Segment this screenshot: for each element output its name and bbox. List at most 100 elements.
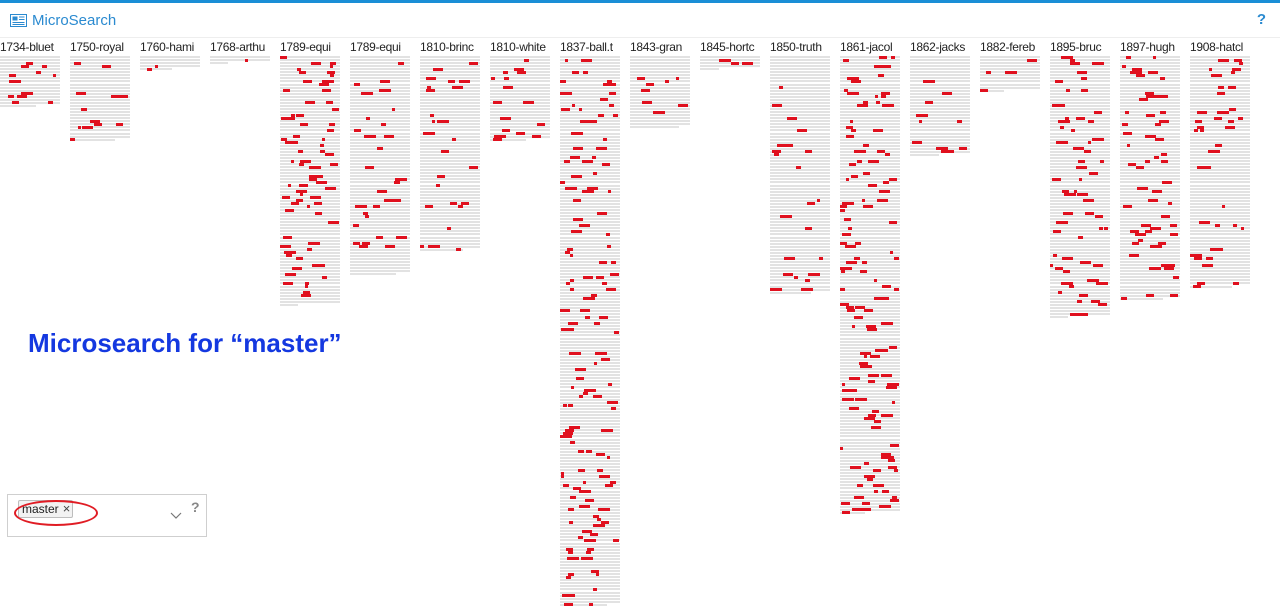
search-hit-marker[interactable] [598, 508, 610, 512]
search-hit-marker[interactable] [1157, 95, 1168, 99]
search-hit-marker[interactable] [912, 141, 922, 145]
search-hit-marker[interactable] [1155, 122, 1161, 126]
search-hit-marker[interactable] [593, 395, 602, 399]
search-hit-marker[interactable] [285, 272, 296, 276]
search-hit-marker[interactable] [319, 263, 325, 267]
search-hit-marker[interactable] [147, 67, 152, 71]
search-hit-marker[interactable] [846, 260, 857, 264]
search-hit-marker[interactable] [437, 174, 445, 178]
search-hit-marker[interactable] [568, 321, 578, 325]
search-hit-marker[interactable] [1145, 229, 1152, 233]
search-hit-marker[interactable] [327, 128, 334, 132]
search-hit-marker[interactable] [425, 205, 433, 209]
search-hit-marker[interactable] [322, 79, 334, 83]
search-hit-marker[interactable] [879, 55, 887, 59]
search-hit-marker[interactable] [819, 257, 823, 261]
search-hit-marker[interactable] [873, 184, 877, 188]
search-hit-marker[interactable] [303, 79, 312, 83]
search-hit-marker[interactable] [1214, 116, 1222, 120]
search-hit-marker[interactable] [573, 217, 583, 221]
search-hit-marker[interactable] [1170, 223, 1177, 227]
search-hit-marker[interactable] [890, 444, 899, 448]
search-hit-marker[interactable] [1195, 119, 1202, 123]
search-hit-marker[interactable] [563, 404, 567, 408]
search-hit-marker[interactable] [1148, 70, 1158, 74]
document-title[interactable]: 1843-gran [630, 40, 683, 54]
search-hit-marker[interactable] [593, 514, 599, 518]
search-hit-marker[interactable] [560, 434, 572, 438]
search-hit-marker[interactable] [298, 150, 303, 154]
search-hit-marker[interactable] [459, 79, 470, 83]
search-hit-marker[interactable] [282, 196, 290, 200]
search-hit-marker[interactable] [854, 257, 860, 261]
search-hit-marker[interactable] [1077, 165, 1087, 169]
search-hit-marker[interactable] [847, 309, 855, 313]
search-hit-marker[interactable] [581, 58, 592, 62]
search-hit-marker[interactable] [1088, 141, 1091, 145]
search-hit-marker[interactable] [296, 257, 303, 261]
search-hit-marker[interactable] [452, 86, 463, 90]
search-hit-marker[interactable] [81, 107, 87, 111]
search-hit-marker[interactable] [849, 407, 859, 411]
search-hit-marker[interactable] [580, 309, 590, 313]
document-column[interactable]: 1750-royal [70, 40, 131, 145]
search-hit-marker[interactable] [469, 61, 478, 65]
search-hit-marker[interactable] [354, 83, 360, 87]
search-hit-marker[interactable] [607, 245, 611, 249]
search-hit-marker[interactable] [1211, 73, 1222, 77]
search-hit-marker[interactable] [894, 468, 898, 472]
search-hit-marker[interactable] [300, 159, 311, 163]
document-title[interactable]: 1845-hortc [700, 40, 755, 54]
search-hit-marker[interactable] [94, 122, 102, 126]
search-hit-marker[interactable] [601, 358, 610, 362]
search-hit-marker[interactable] [430, 113, 434, 117]
search-hit-marker[interactable] [76, 92, 86, 96]
search-hit-marker[interactable] [863, 144, 869, 148]
search-hit-marker[interactable] [373, 205, 380, 209]
search-hit-marker[interactable] [516, 132, 525, 135]
search-hit-marker[interactable] [569, 425, 580, 429]
search-hit-marker[interactable] [1202, 263, 1213, 267]
search-hit-marker[interactable] [503, 70, 508, 74]
document-title[interactable]: 1768-arthu [210, 40, 266, 54]
search-hit-marker[interactable] [245, 58, 248, 62]
search-hit-marker[interactable] [362, 242, 370, 246]
search-hit-marker[interactable] [301, 294, 311, 298]
search-hit-marker[interactable] [879, 190, 890, 194]
search-hit-marker[interactable] [882, 285, 891, 288]
search-hit-marker[interactable] [642, 101, 652, 105]
search-hit-marker[interactable] [1085, 211, 1094, 215]
search-hit-marker[interactable] [426, 76, 436, 80]
search-hit-marker[interactable] [602, 281, 607, 285]
search-hit-marker[interactable] [1145, 135, 1156, 139]
document-column[interactable]: 1837-ball.t [560, 40, 621, 610]
search-hit-marker[interactable] [784, 257, 795, 261]
search-hit-marker[interactable] [593, 171, 597, 175]
search-hit-marker[interactable] [567, 248, 573, 252]
search-hit-marker[interactable] [986, 70, 991, 74]
search-hit-marker[interactable] [1218, 58, 1229, 62]
search-hit-marker[interactable] [283, 89, 290, 93]
search-hit-marker[interactable] [742, 61, 753, 65]
search-hit-marker[interactable] [851, 128, 856, 132]
search-hit-marker[interactable] [566, 281, 570, 285]
search-hit-marker[interactable] [847, 92, 859, 96]
search-hit-marker[interactable] [857, 159, 862, 163]
search-hit-marker[interactable] [423, 132, 435, 135]
search-hit-marker[interactable] [281, 138, 287, 142]
search-hit-marker[interactable] [863, 205, 873, 209]
search-hit-marker[interactable] [876, 101, 880, 105]
search-hit-marker[interactable] [384, 79, 390, 83]
search-hit-marker[interactable] [879, 505, 891, 509]
search-hit-marker[interactable] [1160, 76, 1165, 80]
search-hit-marker[interactable] [1089, 171, 1098, 175]
search-hit-marker[interactable] [332, 107, 339, 111]
document-title[interactable]: 1734-bluet [0, 40, 54, 54]
document-column[interactable]: 1845-hortc [700, 40, 761, 75]
chevron-down-icon[interactable] [170, 510, 182, 520]
search-hit-marker[interactable] [1053, 229, 1061, 233]
document-title[interactable]: 1908-hatcl [1190, 40, 1244, 54]
search-hit-marker[interactable] [603, 211, 607, 215]
search-hit-marker[interactable] [583, 275, 593, 279]
search-hit-marker[interactable] [1161, 153, 1167, 157]
